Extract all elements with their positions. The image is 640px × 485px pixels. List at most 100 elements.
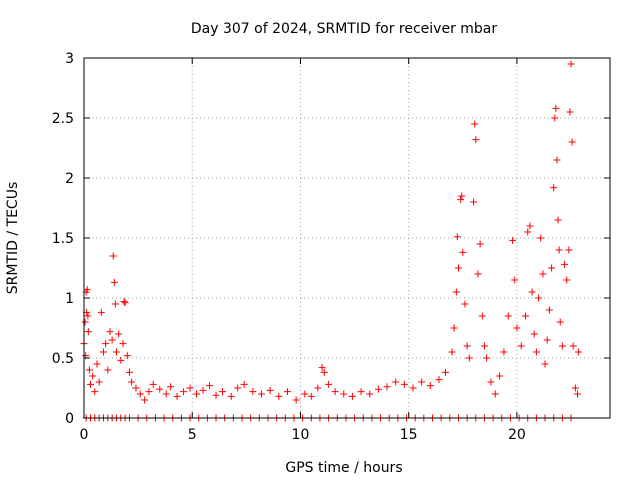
data-point [227,392,235,400]
x-tick-label: 10 [292,427,310,443]
data-point [478,312,486,320]
y-tick-label: 1.5 [52,231,74,247]
data-point [568,138,576,146]
data-point [563,276,571,284]
data-point [567,60,575,68]
data-point [99,348,107,356]
data-point [418,378,426,386]
data-point [461,300,469,308]
data-point [212,391,220,399]
data-point [555,246,563,254]
data-point [83,286,91,294]
data-point [109,252,117,260]
data-point [541,360,549,368]
data-point [472,136,480,144]
data-point [530,330,538,338]
data-point [471,120,479,128]
data-point [548,264,556,272]
data-point [123,352,131,360]
data-point [292,396,300,404]
data-point [120,298,128,306]
data-point [496,372,504,380]
data-point [307,392,315,400]
data-point [452,288,460,296]
y-tick-label: 2 [65,171,74,187]
data-point [569,342,577,350]
data-point [112,348,120,356]
data-point [383,383,391,391]
data-point [476,240,484,248]
data-point [465,354,473,362]
data-point [566,108,574,116]
data-point [457,196,465,204]
data-point [480,342,488,350]
data-point [340,390,348,398]
data-point [522,312,530,320]
data-point [102,340,110,348]
data-point [543,336,551,344]
data-point [550,184,558,192]
data-point [108,336,116,344]
data-point [556,318,564,326]
y-tick-label: 3 [65,51,74,67]
data-point [93,360,101,368]
data-point [84,312,92,320]
data-point [149,380,157,388]
data-point [558,342,566,350]
data-point [240,380,248,388]
y-tick-label: 2.5 [52,111,74,127]
data-point [491,390,499,398]
data-point [275,392,283,400]
data-point [257,390,265,398]
data-point [173,392,181,400]
data-point [357,388,365,396]
data-point [487,378,495,386]
data-point [156,385,164,393]
data-point [331,388,339,396]
data-point [119,340,127,348]
data-point [513,324,521,332]
data-point [84,328,92,336]
data-point [511,276,519,284]
data-point [117,356,125,364]
x-tick-label: 5 [188,427,197,443]
data-point [553,156,561,164]
data-point [528,288,536,296]
data-point [474,270,482,278]
data-point [193,390,201,398]
data-point [535,294,543,302]
data-point [459,248,467,256]
data-point [89,372,97,380]
data-point [500,348,508,356]
data-point [509,236,517,244]
data-point [91,388,99,396]
data-point [167,383,175,391]
data-point [314,384,322,392]
data-point [366,390,374,398]
data-point [539,270,547,278]
data-point [400,380,408,388]
data-point [504,312,512,320]
y-axis-title: SRMTID / TECUs [5,182,21,295]
data-point [392,378,400,386]
data-point [441,368,449,376]
data-point [545,306,553,314]
data-point [348,392,356,400]
data-point [517,342,525,350]
data-point [199,386,207,394]
y-tick-label: 1 [65,291,74,307]
data-point [145,388,153,396]
data-point [186,384,194,392]
data-point [136,390,144,398]
data-point [85,366,93,374]
x-axis-title: GPS time / hours [285,460,402,476]
data-point [552,104,560,112]
data-point [110,278,118,286]
data-point [206,382,214,390]
data-point [463,342,471,350]
data-point [470,198,478,206]
y-tick-label: 0.5 [52,351,74,367]
data-point [458,192,466,200]
data-point [180,388,188,396]
